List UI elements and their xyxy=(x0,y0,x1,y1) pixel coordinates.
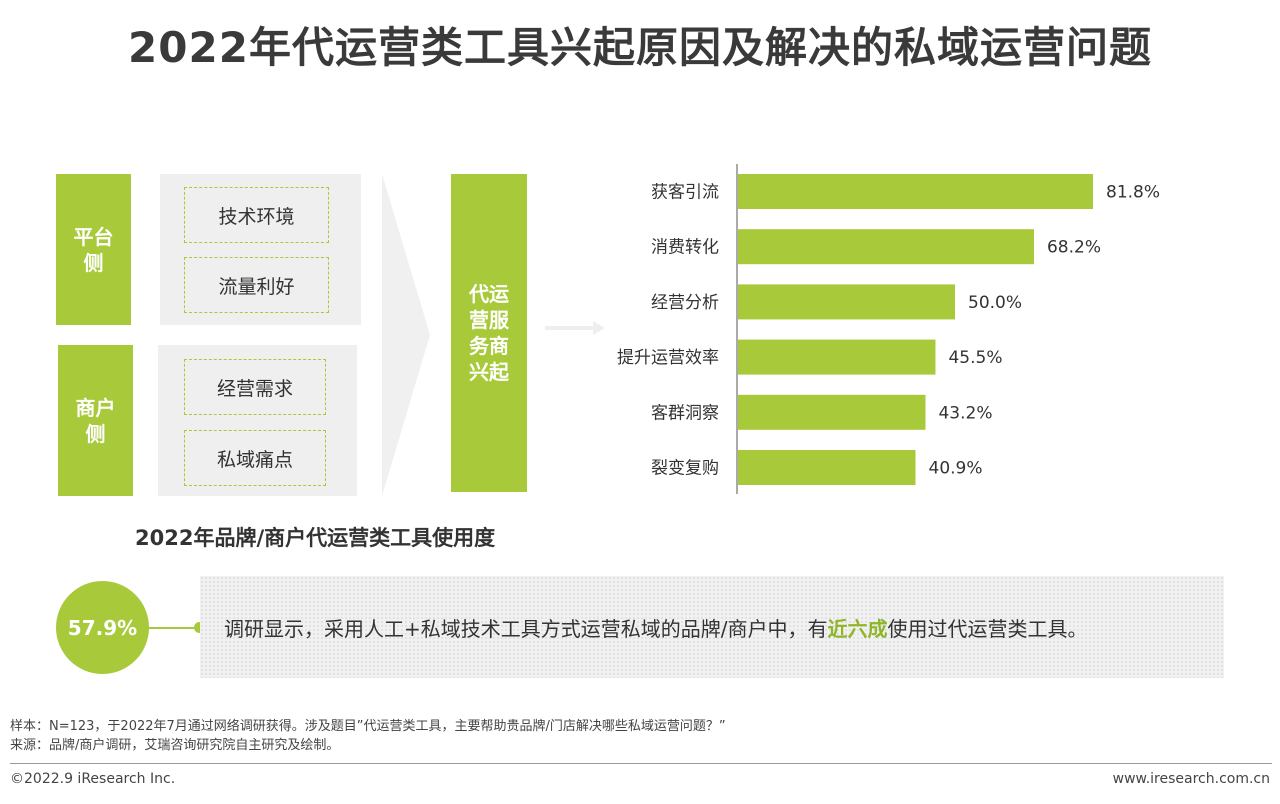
factor-box: 私域痛点 xyxy=(184,430,326,486)
arrow-right-icon xyxy=(545,321,605,335)
factor-box: 技术环境 xyxy=(184,187,329,243)
usage-text-before: 调研显示，采用人工+私域技术工具方式运营私域的品牌/商户中，有 xyxy=(224,616,828,641)
usage-percent-circle: 57.9% xyxy=(56,581,149,674)
result-block: 代运 营服 务商 兴起 xyxy=(451,174,527,492)
bar xyxy=(738,284,955,320)
merchant-label-line1: 商户 xyxy=(75,395,116,420)
factor-box: 流量利好 xyxy=(184,257,329,313)
result-line: 务商 xyxy=(469,334,509,358)
bar xyxy=(738,450,916,485)
platform-label-line2: 侧 xyxy=(83,250,104,275)
connector-line xyxy=(149,627,199,629)
chevron-arrow-icon xyxy=(382,174,430,496)
result-line: 营服 xyxy=(469,308,509,332)
usage-callout: 调研显示，采用人工+私域技术工具方式运营私域的品牌/商户中，有近六成使用过代运营… xyxy=(200,576,1224,678)
category-label: 提升运营效率 xyxy=(617,348,719,368)
value-label: 50.0% xyxy=(968,293,1022,313)
copyright: ©2022.9 iResearch Inc. xyxy=(10,771,176,787)
bar xyxy=(738,394,926,430)
value-label: 40.9% xyxy=(929,459,983,479)
category-label: 消费转化 xyxy=(651,238,719,258)
factor-box: 经营需求 xyxy=(184,359,326,415)
usage-highlight: 近六成 xyxy=(827,616,888,641)
platform-label-line1: 平台 xyxy=(73,224,114,249)
sample-note: 样本：N=123，于2022年7月通过网络调研获得。涉及题目”代运营类工具，主要… xyxy=(10,719,726,734)
value-label: 68.2% xyxy=(1047,238,1101,258)
category-label: 经营分析 xyxy=(651,293,719,313)
connector-dot xyxy=(194,622,205,633)
bar xyxy=(738,174,1094,209)
value-label: 81.8% xyxy=(1106,183,1160,203)
source-note: 来源：品牌/商户调研，艾瑞咨询研究院自主研究及绘制。 xyxy=(10,738,340,753)
bar-chart: 获客引流 81.8% 消费转化 68.2% 经营分析 50.0% 提升运营效率 45.5% 客群… xyxy=(617,164,1160,494)
category-label: 客群洞察 xyxy=(651,403,719,423)
platform-side-label: 平台 侧 xyxy=(56,174,131,325)
value-label: 43.2% xyxy=(938,403,992,423)
usage-text: 调研显示，采用人工+私域技术工具方式运营私域的品牌/商户中，有近六成使用过代运营… xyxy=(224,613,1088,642)
merchant-side-label: 商户 侧 xyxy=(58,345,133,496)
merchant-label-line2: 侧 xyxy=(85,421,106,446)
usage-text-after: 使用过代运营类工具。 xyxy=(887,616,1088,641)
category-label: 裂变复购 xyxy=(651,459,719,479)
category-label: 获客引流 xyxy=(651,183,719,203)
page-title: 2022年代运营类工具兴起原因及解决的私域运营问题 xyxy=(128,23,1152,72)
bar xyxy=(738,229,1034,265)
bar xyxy=(738,339,936,375)
result-line: 代运 xyxy=(469,282,509,306)
footer-divider xyxy=(10,763,1272,764)
website-url: www.iresearch.com.cn xyxy=(1112,771,1270,787)
value-label: 45.5% xyxy=(948,348,1002,368)
result-line: 兴起 xyxy=(469,360,509,384)
usage-title: 2022年品牌/商户代运营类工具使用度 xyxy=(135,526,496,550)
